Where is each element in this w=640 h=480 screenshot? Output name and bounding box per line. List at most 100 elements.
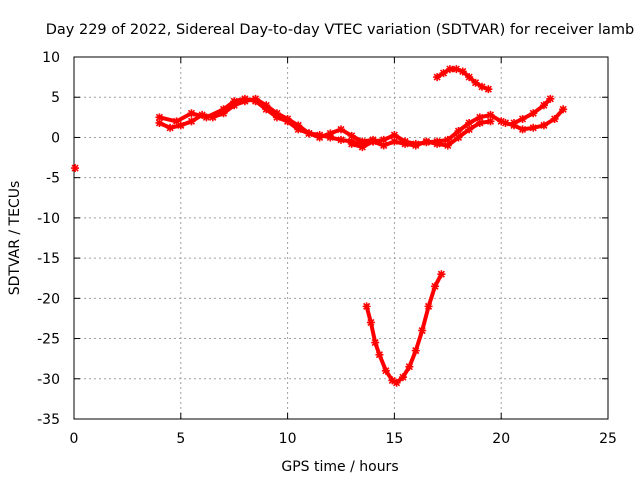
x-tick-label: 0 (70, 431, 79, 447)
data-point (208, 113, 217, 122)
data-point (347, 139, 356, 148)
data-point (315, 133, 324, 142)
data-point (486, 117, 495, 126)
data-point (219, 109, 228, 118)
data-point (452, 65, 461, 74)
data-point (477, 82, 486, 91)
data-point (437, 270, 446, 279)
data-point (411, 346, 420, 355)
data-point (176, 121, 185, 130)
data-point (251, 94, 260, 103)
data-point (401, 139, 410, 148)
data-point (375, 350, 384, 359)
data-point (439, 69, 448, 78)
data-point (172, 117, 181, 126)
data-point (539, 101, 548, 110)
x-axis-label: GPS time / hours (281, 459, 398, 475)
y-tick-label: -10 (37, 211, 60, 227)
series-track-e (510, 94, 555, 127)
plot-frame (73, 56, 609, 420)
data-point (240, 97, 249, 106)
data-point (230, 97, 239, 106)
data-point (465, 118, 474, 127)
data-point (392, 378, 401, 387)
x-axis: 0 5 10 15 20 25 (70, 57, 617, 447)
data-series (71, 65, 568, 387)
data-point (347, 131, 356, 140)
data-point (458, 67, 467, 76)
data-point (418, 326, 427, 335)
data-point (283, 114, 292, 123)
data-point (390, 137, 399, 146)
data-point (433, 139, 442, 148)
y-tick-label: 10 (42, 50, 60, 66)
data-point (272, 113, 281, 122)
data-point (550, 114, 559, 123)
x-tick-label: 5 (176, 431, 185, 447)
data-point (337, 135, 345, 144)
data-point (326, 133, 335, 142)
data-point (379, 141, 388, 150)
y-tick-label: -20 (37, 291, 60, 307)
y-tick-label: -25 (37, 332, 60, 348)
data-point (405, 362, 414, 371)
data-point (371, 338, 380, 347)
data-point (262, 101, 271, 110)
y-tick-label: 0 (51, 130, 60, 146)
x-tick-label: 20 (492, 431, 510, 447)
series-upper-arc (433, 65, 493, 94)
data-point (475, 118, 484, 127)
data-point (443, 141, 452, 150)
data-point (465, 125, 474, 134)
grid (74, 57, 608, 419)
data-point (294, 121, 303, 130)
x-tick-label: 25 (599, 431, 617, 447)
data-point (422, 137, 431, 146)
data-point (424, 302, 433, 311)
chart-title: Day 229 of 2022, Sidereal Day-to-day VTE… (46, 22, 635, 38)
data-point (518, 114, 527, 123)
data-point (326, 129, 335, 138)
data-point (475, 113, 484, 122)
data-point (304, 129, 313, 138)
y-tick-label: -30 (37, 372, 60, 388)
data-point (187, 109, 196, 118)
x-tick-label: 15 (385, 431, 403, 447)
x-tick-label: 10 (279, 431, 297, 447)
data-point (155, 118, 164, 127)
data-point (366, 318, 375, 327)
data-point (358, 137, 367, 146)
series-track-c (347, 117, 495, 152)
series-track-b (155, 94, 378, 146)
data-point (362, 302, 371, 311)
data-point (262, 105, 271, 114)
data-point (230, 101, 239, 110)
data-point (379, 135, 388, 144)
y-axis: -35 -30 -25 -20 -15 -10 -5 0 5 10 (37, 50, 608, 428)
data-point (486, 110, 495, 119)
data-point (388, 376, 397, 385)
data-point (272, 109, 281, 118)
data-point (411, 141, 420, 150)
series-dip (362, 270, 446, 387)
data-point (501, 118, 510, 127)
data-point (510, 118, 519, 127)
series-isolated-point (71, 164, 80, 173)
data-point (454, 127, 463, 136)
data-point (219, 105, 228, 114)
data-point (198, 110, 207, 119)
data-point (443, 135, 452, 144)
data-point (454, 133, 463, 142)
data-point (484, 85, 493, 94)
data-point (518, 125, 527, 134)
data-point (465, 73, 474, 82)
data-point (539, 121, 548, 130)
data-point (390, 131, 399, 140)
data-point (559, 105, 568, 114)
data-point (381, 366, 390, 375)
data-point (430, 282, 439, 291)
y-tick-label: -35 (37, 412, 60, 428)
data-point (187, 117, 196, 126)
